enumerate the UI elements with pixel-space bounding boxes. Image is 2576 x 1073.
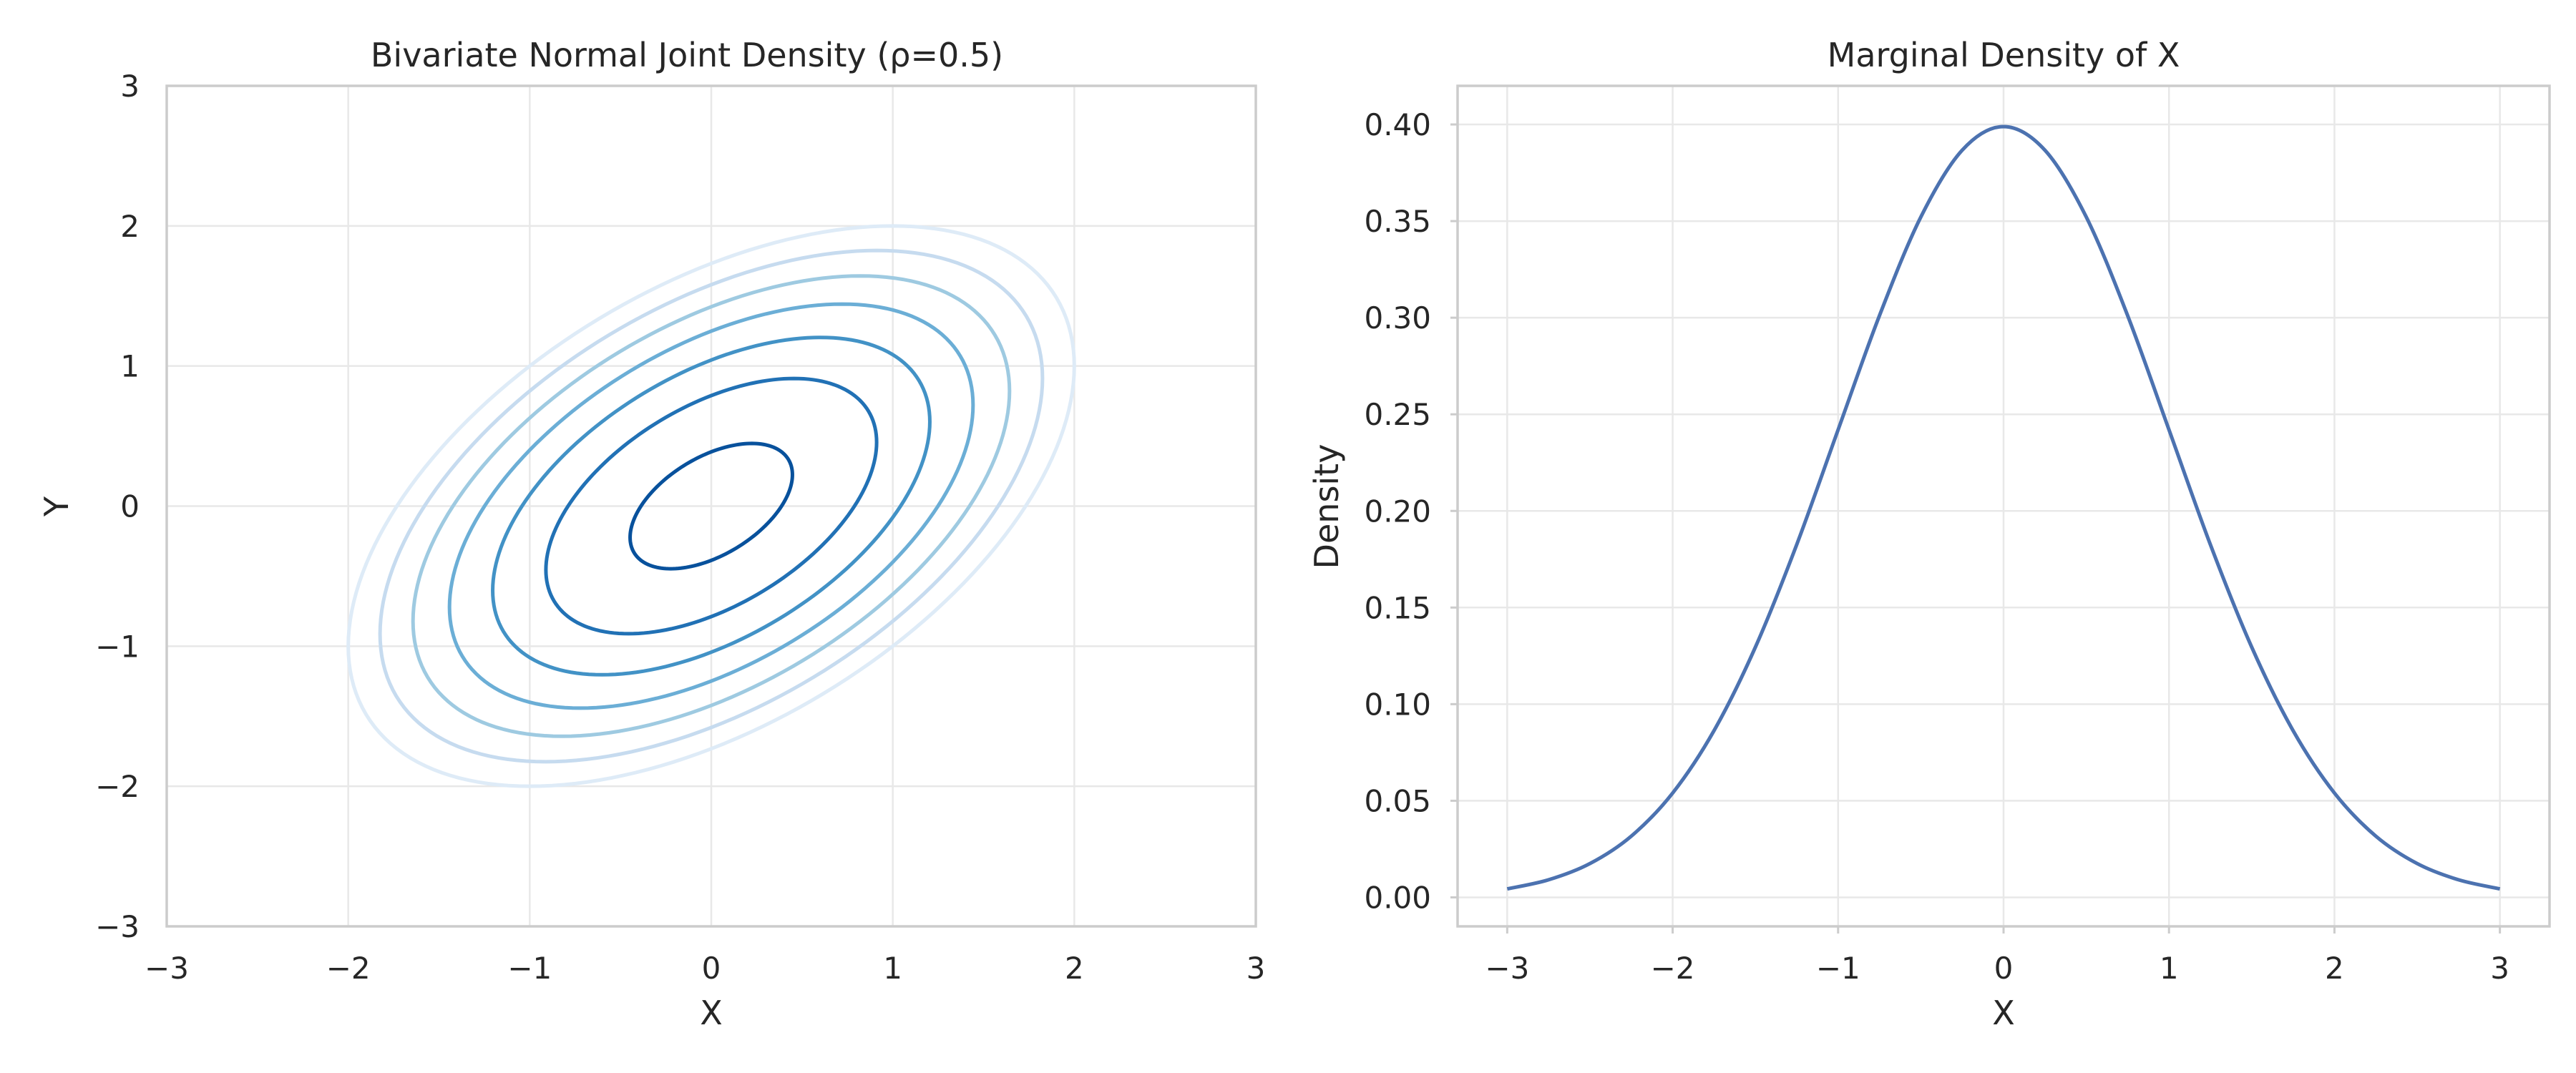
marginal-density-y-tick-label: 0.35 [1364,204,1431,239]
joint-density-y-tick-label: −2 [95,769,140,804]
marginal-density-x-tick-label: 1 [2160,951,2179,986]
marginal-density-y-tick-label: 0.30 [1364,300,1431,335]
joint-density-contour-line [411,274,1012,738]
joint-density-grid [165,84,1257,928]
marginal-density-title: Marginal Density of X [1828,36,2180,74]
joint-density-y-tick-label: 3 [120,69,140,104]
joint-density-x-ticks: −3 −2 −1 0 1 2 3 [145,951,1265,986]
marginal-density-x-tick-label: −2 [1651,951,1695,986]
joint-density-contour-line [491,335,932,677]
joint-density-y-tick-label: −3 [95,909,140,944]
joint-density-x-axis-label: X [700,994,723,1032]
marginal-density-x-tick-label: 2 [2325,951,2344,986]
marginal-density-series [1506,124,2501,891]
joint-density-contour-line [378,248,1045,764]
marginal-density-x-ticks: −3 −2 −1 0 1 2 3 [1485,926,2509,986]
marginal-density-y-tick-label: 0.10 [1364,687,1431,722]
joint-density-y-tick-label: 1 [120,349,140,384]
joint-density-y-axis-label: Y [37,496,76,517]
marginal-density-x-tick-label: −1 [1816,951,1860,986]
joint-density-x-tick-label: 1 [883,951,902,986]
marginal-density-y-tick-label: 0.15 [1364,590,1431,625]
marginal-density-x-tick-label: 3 [2490,951,2509,986]
marginal-density-panel: Marginal Density of X −3 −2 −1 0 1 2 3 0.000.0… [1307,36,2551,1032]
joint-density-y-tick-label: −1 [95,629,140,664]
marginal-density-grid [1458,86,2550,926]
marginal-density-y-tick-label: 0.25 [1364,397,1431,432]
joint-density-y-tick-label: 0 [120,489,140,524]
joint-density-contour-line [447,302,975,710]
joint-density-plot-frame [165,84,1257,928]
marginal-density-y-axis-label: Density [1307,444,1346,569]
joint-density-title: Bivariate Normal Joint Density (ρ=0.5) [371,36,1003,74]
marginal-density-y-tick-label: 0.05 [1364,783,1431,818]
joint-density-x-tick-label: 2 [1065,951,1084,986]
joint-density-x-tick-label: 0 [702,951,721,986]
joint-density-x-tick-label: −2 [326,951,371,986]
joint-density-x-tick-label: 3 [1246,951,1266,986]
marginal-density-x-axis-label: X [1992,994,2015,1032]
joint-density-y-tick-label: 2 [120,209,140,244]
marginal-density-y-tick-label: 0.00 [1364,880,1431,915]
marginal-density-y-tick-label: 0.20 [1364,494,1431,529]
joint-density-contour-line [346,224,1076,788]
marginal-density-x-tick-label: −3 [1485,951,1529,986]
joint-density-panel: Bivariate Normal Joint Density (ρ=0.5) −… [37,36,1265,1032]
joint-density-x-tick-label: −1 [507,951,552,986]
joint-density-y-ticks: −3 −2 −1 0 1 2 3 [95,69,140,944]
marginal-density-y-ticks: 0.00 0.05 0.10 0.15 0.20 0.25 0.30 0.35 0.40 [1364,107,1458,915]
marginal-density-y-tick-label: 0.40 [1364,107,1431,142]
joint-density-x-tick-label: −3 [145,951,189,986]
marginal-density-line [1506,124,2501,891]
marginal-density-x-tick-label: 0 [1994,951,2014,986]
joint-density-contour-line [544,376,879,636]
joint-density-contours [346,224,1076,788]
joint-density-contour-line [628,441,794,571]
